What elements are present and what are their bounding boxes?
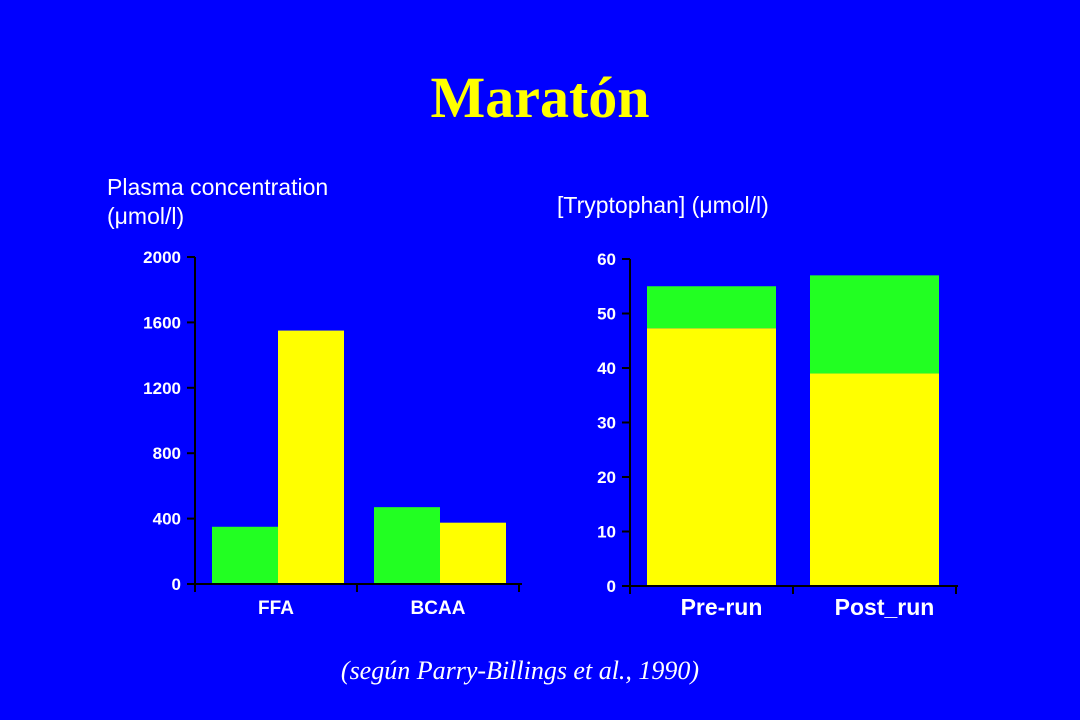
y-tick-label: 40 bbox=[597, 359, 616, 378]
y-tick-label: 400 bbox=[153, 510, 181, 529]
slide-title: Maratón bbox=[430, 65, 650, 130]
bar-pre-run-segment-1 bbox=[647, 286, 776, 329]
y-tick-label: 0 bbox=[172, 575, 181, 594]
y-tick-label: 0 bbox=[607, 577, 616, 596]
bar-bcaa-series-0 bbox=[374, 507, 440, 584]
y-axis-label: [Tryptophan] (μmol/l) bbox=[557, 192, 769, 218]
x-tick-label: Pre-run bbox=[681, 594, 763, 620]
tryptophan-chart: [Tryptophan] (μmol/l) Pre-run Post_run 0 10 2… bbox=[557, 192, 958, 620]
x-tick-label: FFA bbox=[258, 598, 294, 619]
bar-ffa-series-1 bbox=[278, 330, 344, 584]
citation: (según Parry-Billings et al., 1990) bbox=[340, 656, 700, 685]
y-axis-label: Plasma concentration bbox=[107, 174, 328, 200]
y-tick-label: 30 bbox=[597, 414, 616, 433]
bar-pre-run-segment-0 bbox=[647, 328, 776, 586]
x-tick-label: BCAA bbox=[411, 598, 466, 619]
bar-bcaa-series-1 bbox=[440, 522, 506, 584]
bar-ffa-series-0 bbox=[212, 526, 278, 584]
y-tick-label: 20 bbox=[597, 468, 616, 487]
y-tick-label: 1200 bbox=[143, 379, 181, 398]
y-axis-label: (μmol/l) bbox=[107, 203, 184, 229]
plasma-concentration-chart: Plasma concentration (μmol/l) FFA BCAA 0 400 8… bbox=[107, 174, 522, 619]
y-tick-label: 50 bbox=[597, 305, 616, 324]
y-tick-label: 800 bbox=[153, 444, 181, 463]
x-tick-label: Post_run bbox=[835, 594, 935, 620]
bar-post-run-segment-1 bbox=[810, 275, 939, 374]
bar-post-run-segment-0 bbox=[810, 373, 939, 586]
y-tick-label: 10 bbox=[597, 523, 616, 542]
y-tick-label: 2000 bbox=[143, 248, 181, 267]
y-tick-label: 1600 bbox=[143, 313, 181, 332]
y-tick-label: 60 bbox=[597, 250, 616, 269]
